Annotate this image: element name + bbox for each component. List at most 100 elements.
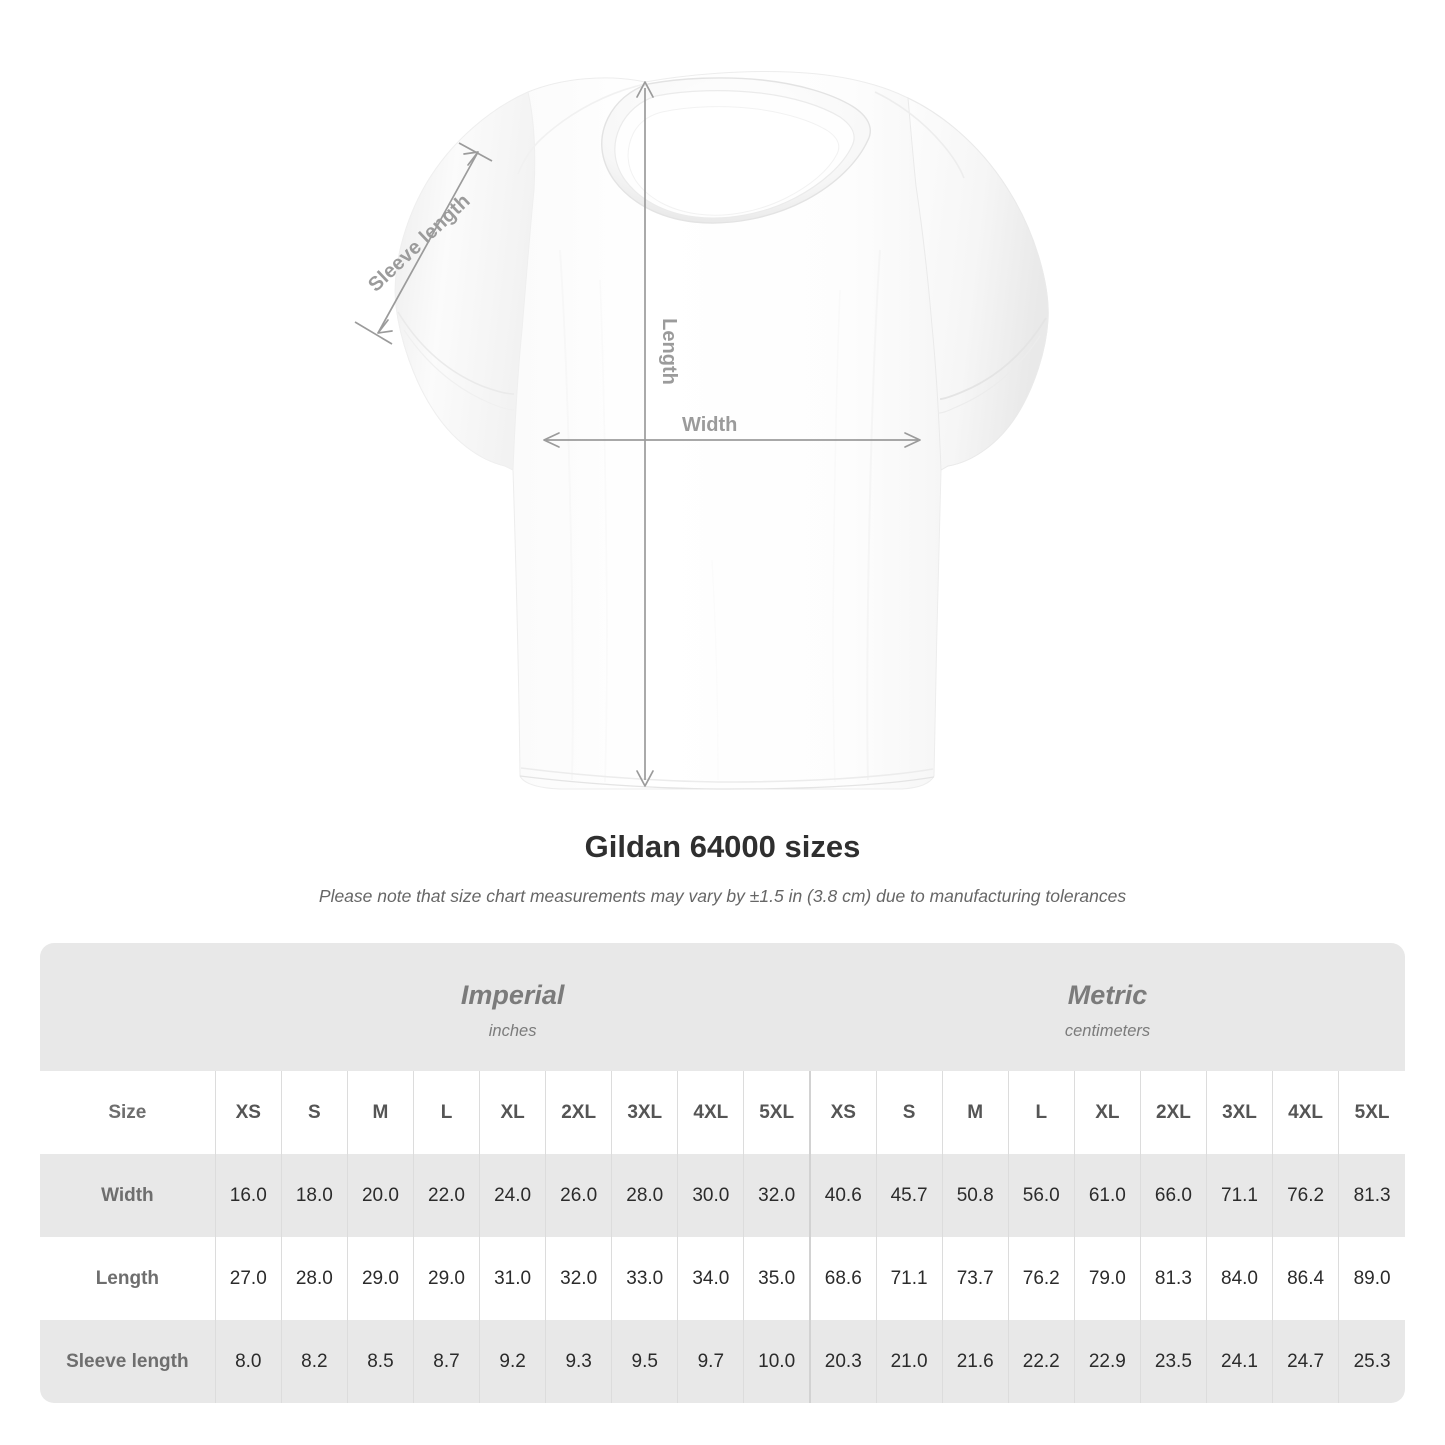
measurement-value-cell: 56.0 [1007, 1154, 1075, 1238]
length-arrow [636, 81, 654, 787]
measurement-value-cell: 89.0 [1338, 1237, 1405, 1321]
measurement-value-cell: 32.0 [545, 1237, 612, 1321]
size-header-cell: L [412, 1071, 480, 1155]
measurement-value-cell: 29.0 [412, 1237, 480, 1321]
measurement-value-cell: 34.0 [677, 1237, 744, 1321]
table-row: Width 16.0 18.0 20.0 22.0 24.0 26.0 28.0 30.0 32.… [40, 1154, 1405, 1238]
width-arrow [543, 432, 921, 448]
size-header-cell: 5XL [1338, 1071, 1405, 1155]
measurement-value-cell: 8.0 [214, 1320, 282, 1404]
measurement-value-cell: 9.2 [479, 1320, 546, 1404]
collar [601, 77, 871, 224]
size-header-row: Size XS S M L XL 2XL 3XL 4XL 5XL XS S M L XL 2XL 3XL 4XL 5… [40, 1071, 1405, 1155]
measurement-value-cell: 73.7 [941, 1237, 1009, 1321]
tshirt-illustration [354, 70, 1049, 790]
measurement-value-cell: 79.0 [1073, 1237, 1141, 1321]
measurement-value-cell: 22.2 [1007, 1320, 1075, 1404]
measurement-value-cell: 68.6 [808, 1237, 877, 1321]
measurement-value-cell: 10.0 [743, 1320, 810, 1404]
size-header-cell: 3XL [611, 1071, 678, 1155]
size-header-cell: XL [1073, 1071, 1141, 1155]
measurement-value-cell: 24.7 [1272, 1320, 1339, 1404]
measurement-value-cell: 9.5 [611, 1320, 678, 1404]
measurement-value-cell: 8.2 [280, 1320, 348, 1404]
measurement-value-cell: 84.0 [1205, 1237, 1273, 1321]
measurement-value-cell: 81.3 [1338, 1154, 1405, 1238]
measurement-value-cell: 71.1 [1205, 1154, 1273, 1238]
unit-group-metric: Metric centimeters [809, 943, 1405, 1072]
measurement-value-cell: 71.1 [875, 1237, 943, 1321]
measurement-value-cell: 22.9 [1073, 1320, 1141, 1404]
unit-header-spacer [40, 943, 216, 1072]
measurement-value-cell: 8.7 [412, 1320, 480, 1404]
measurement-value-cell: 30.0 [677, 1154, 744, 1238]
size-header-cell: 4XL [677, 1071, 744, 1155]
size-header-cell: 4XL [1272, 1071, 1339, 1155]
size-header-cell: 2XL [545, 1071, 612, 1155]
sleeve-length-arrow [354, 142, 493, 345]
fabric-folds [559, 249, 881, 783]
unit-group-subtitle: centimeters [1064, 1021, 1151, 1040]
size-header-cell: M [346, 1071, 414, 1155]
unit-header-row: Imperial inches Metric centimeters [40, 943, 1405, 1072]
measurement-value-cell: 18.0 [280, 1154, 348, 1238]
measurement-value-cell: 23.5 [1139, 1320, 1207, 1404]
measurement-value-cell: 66.0 [1139, 1154, 1207, 1238]
heading-block: Gildan 64000 sizes Please note that size… [0, 829, 1445, 907]
size-header-cell: XS [808, 1071, 877, 1155]
unit-group-name: Imperial [460, 979, 565, 1010]
size-header-cell: 3XL [1205, 1071, 1273, 1155]
size-header-cell: 5XL [743, 1071, 810, 1155]
measurement-value-cell: 76.2 [1007, 1237, 1075, 1321]
measurement-row-label: Width [40, 1154, 216, 1238]
measurement-value-cell: 26.0 [545, 1154, 612, 1238]
measurement-value-cell: 86.4 [1272, 1237, 1339, 1321]
measurement-value-cell: 45.7 [875, 1154, 943, 1238]
measurement-row-label: Length [40, 1237, 216, 1321]
measurement-value-cell: 24.1 [1205, 1320, 1273, 1404]
unit-group-subtitle: inches [488, 1021, 537, 1040]
measurement-value-cell: 61.0 [1073, 1154, 1141, 1238]
size-header-cell: S [280, 1071, 348, 1155]
left-sleeve [394, 91, 536, 471]
measurement-value-cell: 21.6 [941, 1320, 1009, 1404]
measurement-value-cell: 76.2 [1272, 1154, 1339, 1238]
size-header-cell: S [875, 1071, 943, 1155]
measurement-value-cell: 31.0 [479, 1237, 546, 1321]
table-row: Sleeve length 8.0 8.2 8.5 8.7 9.2 9.3 9.5 9.7 10.… [40, 1320, 1405, 1404]
measurement-row-label: Sleeve length [40, 1320, 216, 1404]
measurement-value-cell: 24.0 [479, 1154, 546, 1238]
size-chart-table: Imperial inches Metric centimeters Size XS S M L… [40, 943, 1405, 1404]
size-chart-container: Imperial inches Metric centimeters Size XS S M L… [0, 943, 1445, 1404]
measurement-value-cell: 16.0 [214, 1154, 282, 1238]
table-row: Length 27.0 28.0 29.0 29.0 31.0 32.0 33.0 34.0 35… [40, 1237, 1405, 1321]
size-header-cell: XS [214, 1071, 282, 1155]
measurement-value-cell: 9.3 [545, 1320, 612, 1404]
size-header-cell: L [1007, 1071, 1075, 1155]
length-label: Length [657, 318, 680, 385]
measurement-value-cell: 50.8 [941, 1154, 1009, 1238]
unit-group-name: Metric [1067, 979, 1148, 1010]
bottom-hem [519, 767, 935, 790]
measurement-value-cell: 25.3 [1338, 1320, 1405, 1404]
tolerance-note: Please note that size chart measurements… [318, 886, 1127, 907]
left-shoulder-seam [517, 83, 646, 175]
measurement-value-cell: 28.0 [280, 1237, 348, 1321]
size-header-cell: 2XL [1139, 1071, 1207, 1155]
right-shoulder-seam [874, 91, 965, 179]
size-header-cell: M [941, 1071, 1009, 1155]
unit-group-imperial: Imperial inches [215, 943, 810, 1072]
measurement-value-cell: 35.0 [743, 1237, 810, 1321]
measurement-value-cell: 81.3 [1139, 1237, 1207, 1321]
measurement-value-cell: 20.0 [346, 1154, 414, 1238]
measurement-value-cell: 28.0 [611, 1154, 678, 1238]
right-sleeve [907, 97, 1049, 471]
measurement-value-cell: 40.6 [808, 1154, 877, 1238]
measurement-value-cell: 8.5 [346, 1320, 414, 1404]
measurement-value-cell: 29.0 [346, 1237, 414, 1321]
measurement-value-cell: 21.0 [875, 1320, 943, 1404]
measurement-value-cell: 22.0 [412, 1154, 480, 1238]
measurement-value-cell: 9.7 [677, 1320, 744, 1404]
measurement-value-cell: 20.3 [808, 1320, 877, 1404]
tshirt-diagram: Sleeve length Length Width [354, 70, 1049, 790]
